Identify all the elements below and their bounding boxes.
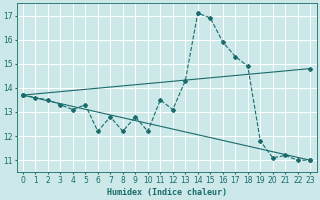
X-axis label: Humidex (Indice chaleur): Humidex (Indice chaleur) [107, 188, 227, 197]
